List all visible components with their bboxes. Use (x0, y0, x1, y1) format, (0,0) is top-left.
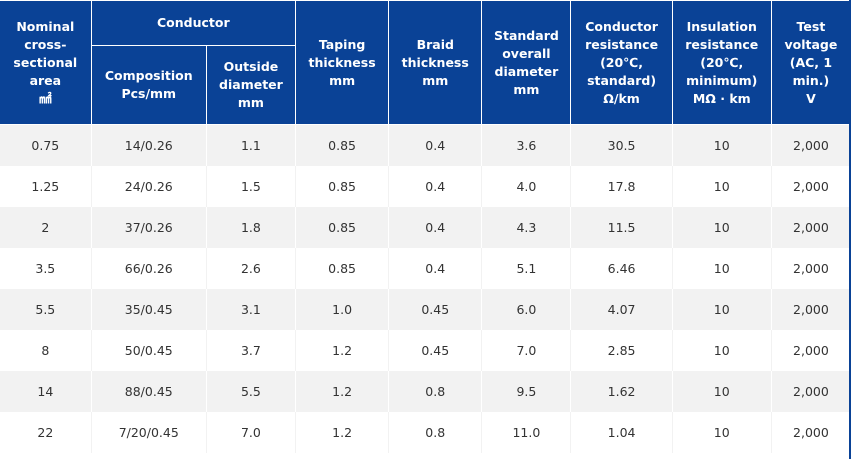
table-row: 0.75 14/0.26 1.1 0.85 0.4 3.6 30.5 10 2,000 (0, 124, 851, 166)
cell-taping-thickness: 1.2 (295, 330, 390, 371)
cell-braid-thickness: 0.45 (388, 330, 483, 371)
cell-test-voltage: 2,000 (771, 248, 851, 289)
cell-braid-thickness: 0.8 (388, 371, 483, 412)
cell-taping-thickness: 0.85 (295, 166, 390, 207)
cell-outside-diameter: 2.6 (206, 248, 297, 289)
cell-overall-diameter: 11.0 (481, 412, 572, 453)
cell-area: 1.25 (0, 166, 92, 207)
cell-conductor-resistance: 1.04 (570, 412, 673, 453)
cell-insulation-resistance: 10 (672, 289, 772, 330)
cell-conductor-resistance: 1.62 (570, 371, 673, 412)
cell-area: 22 (0, 412, 92, 453)
cell-overall-diameter: 7.0 (481, 330, 572, 371)
cell-insulation-resistance: 10 (672, 371, 772, 412)
cell-composition: 50/0.45 (91, 330, 207, 371)
cell-outside-diameter: 3.1 (206, 289, 297, 330)
cell-conductor-resistance: 2.85 (570, 330, 673, 371)
header-row-top: Nominal cross- sectional area ㎟ Conducto… (0, 0, 851, 125)
cell-composition: 14/0.26 (91, 124, 207, 166)
cell-outside-diameter: 1.8 (206, 207, 297, 248)
header-nominal-area: Nominal cross- sectional area ㎟ (0, 0, 92, 125)
cell-area: 2 (0, 207, 92, 248)
cell-insulation-resistance: 10 (672, 330, 772, 371)
cell-overall-diameter: 9.5 (481, 371, 572, 412)
table-right-border (849, 0, 851, 459)
cell-composition: 24/0.26 (91, 166, 207, 207)
cell-overall-diameter: 3.6 (481, 124, 572, 166)
header-composition: Composition Pcs/mm (90, 45, 207, 125)
cell-composition: 66/0.26 (91, 248, 207, 289)
cell-test-voltage: 2,000 (771, 412, 851, 453)
cell-taping-thickness: 1.2 (295, 412, 390, 453)
cell-outside-diameter: 5.5 (206, 371, 297, 412)
cell-braid-thickness: 0.4 (388, 166, 483, 207)
cell-outside-diameter: 7.0 (206, 412, 297, 453)
cell-insulation-resistance: 10 (672, 207, 772, 248)
header-row-bottom: Composition Pcs/mm Outside diameter mm (0, 45, 851, 125)
header-test-voltage: Test voltage (AC, 1 min.) V (770, 0, 851, 125)
table-row: 22 7/20/0.45 7.0 1.2 0.8 11.0 1.04 10 2,000 (0, 412, 851, 453)
header-conductor: Conductor (90, 0, 297, 46)
cell-braid-thickness: 0.4 (388, 248, 483, 289)
header-braid-thickness: Braid thickness mm (388, 0, 483, 125)
cell-braid-thickness: 0.45 (388, 289, 483, 330)
table-body: 0.75 14/0.26 1.1 0.85 0.4 3.6 30.5 10 2,000 1.25 2… (0, 124, 851, 453)
cell-area: 3.5 (0, 248, 92, 289)
header-outside-diameter: Outside diameter mm (205, 45, 297, 125)
cell-composition: 7/20/0.45 (91, 412, 207, 453)
cell-conductor-resistance: 6.46 (570, 248, 673, 289)
table-row: 1.25 24/0.26 1.5 0.85 0.4 4.0 17.8 10 2,000 (0, 166, 851, 207)
cell-composition: 37/0.26 (91, 207, 207, 248)
cell-braid-thickness: 0.8 (388, 412, 483, 453)
cell-area: 5.5 (0, 289, 92, 330)
cell-area: 0.75 (0, 124, 92, 166)
cell-conductor-resistance: 4.07 (570, 289, 673, 330)
cell-overall-diameter: 4.3 (481, 207, 572, 248)
cell-overall-diameter: 5.1 (481, 248, 572, 289)
header-taping-thickness: Taping thickness mm (295, 0, 390, 125)
cell-area: 8 (0, 330, 92, 371)
cell-overall-diameter: 6.0 (481, 289, 572, 330)
table-row: 2 37/0.26 1.8 0.85 0.4 4.3 11.5 10 2,000 (0, 207, 851, 248)
cell-insulation-resistance: 10 (672, 124, 772, 166)
cell-outside-diameter: 1.5 (206, 166, 297, 207)
cell-outside-diameter: 1.1 (206, 124, 297, 166)
cell-composition: 88/0.45 (91, 371, 207, 412)
cell-taping-thickness: 1.0 (295, 289, 390, 330)
cell-area: 14 (0, 371, 92, 412)
cell-taping-thickness: 0.85 (295, 248, 390, 289)
cell-overall-diameter: 4.0 (481, 166, 572, 207)
cell-insulation-resistance: 10 (672, 412, 772, 453)
cell-test-voltage: 2,000 (771, 330, 851, 371)
cell-insulation-resistance: 10 (672, 248, 772, 289)
cell-insulation-resistance: 10 (672, 166, 772, 207)
cell-braid-thickness: 0.4 (388, 124, 483, 166)
cell-test-voltage: 2,000 (771, 166, 851, 207)
cell-test-voltage: 2,000 (771, 289, 851, 330)
cell-test-voltage: 2,000 (771, 371, 851, 412)
table-row: 8 50/0.45 3.7 1.2 0.45 7.0 2.85 10 2,000 (0, 330, 851, 371)
cell-braid-thickness: 0.4 (388, 207, 483, 248)
cell-conductor-resistance: 11.5 (570, 207, 673, 248)
cell-taping-thickness: 1.2 (295, 371, 390, 412)
cell-outside-diameter: 3.7 (206, 330, 297, 371)
header-overall-diameter: Standard overall diameter mm (481, 0, 572, 125)
cell-composition: 35/0.45 (91, 289, 207, 330)
cell-taping-thickness: 0.85 (295, 124, 390, 166)
cell-conductor-resistance: 17.8 (570, 166, 673, 207)
header-insulation-resistance: Insulation resistance (20℃, minimum) MΩ … (671, 0, 772, 125)
cell-taping-thickness: 0.85 (295, 207, 390, 248)
header-conductor-resistance: Conductor resistance (20℃, standard) Ω/k… (570, 0, 673, 125)
table-row: 14 88/0.45 5.5 1.2 0.8 9.5 1.62 10 2,000 (0, 371, 851, 412)
table-row: 5.5 35/0.45 3.1 1.0 0.45 6.0 4.07 10 2,000 (0, 289, 851, 330)
cell-test-voltage: 2,000 (771, 124, 851, 166)
cell-conductor-resistance: 30.5 (570, 124, 673, 166)
cell-test-voltage: 2,000 (771, 207, 851, 248)
table-row: 3.5 66/0.26 2.6 0.85 0.4 5.1 6.46 10 2,000 (0, 248, 851, 289)
